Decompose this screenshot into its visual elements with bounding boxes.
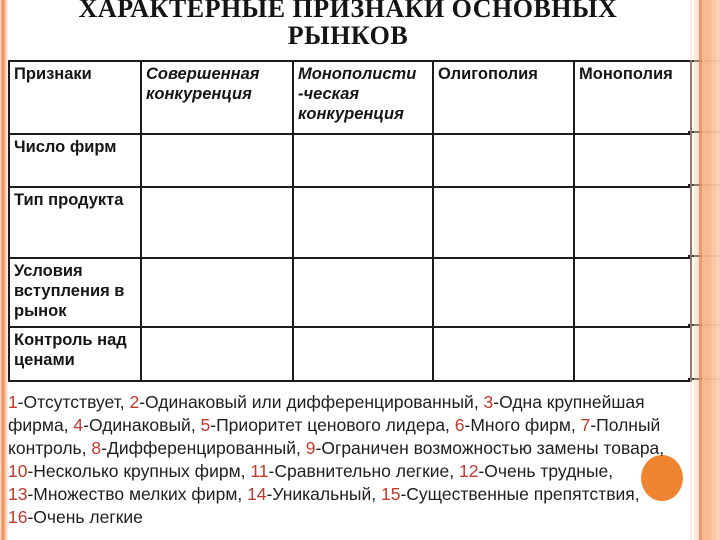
table-row: Число фирм — [8, 133, 692, 188]
table-header-row: Признаки Совершенная конкуренция Монополис… — [8, 60, 692, 135]
column-header-cell: Монополисти -ческая конкуренция — [292, 60, 434, 135]
legend-text-segment: -Множество мелких фирм, — [27, 484, 248, 504]
legend-number: 8 — [91, 438, 102, 458]
empty-data-cell — [140, 186, 294, 259]
legend-text-segment: -Приоритет ценового лидера, — [210, 415, 455, 435]
row-label-cell: Контроль над ценами — [8, 326, 142, 382]
legend-number: 2 — [129, 392, 140, 412]
legend-text-block: 1-Отсутствует, 2-Одинаковый или дифферен… — [8, 391, 664, 529]
legend-text-segment: -Дифференцированный, — [101, 438, 306, 458]
legend-text-segment: контроль, — [8, 438, 92, 458]
legend-text-segment: -Очень трудные, — [478, 461, 614, 481]
column-header-cell: Признаки — [8, 60, 142, 135]
row-label-cell: Тип продукта — [8, 186, 142, 259]
empty-data-cell — [292, 326, 434, 382]
empty-data-cell — [140, 257, 294, 328]
title-line-2: РЫНКОВ — [287, 21, 409, 50]
column-header-cell: Совершенная конкуренция — [140, 60, 294, 135]
legend-number: 7 — [580, 415, 591, 435]
legend-text-segment: -Одинаковый или дифференцированный, — [139, 392, 484, 412]
legend-number: 9 — [305, 438, 316, 458]
empty-data-cell — [292, 257, 434, 328]
left-stripe-band — [0, 0, 8, 540]
legend-text-segment: -Уникальный, — [266, 484, 381, 504]
column-header-cell: Олигополия — [432, 60, 575, 135]
slide-title: ХАРАКТЕРНЫЕ ПРИЗНАКИ ОСНОВНЫХ РЫНКОВ — [8, 0, 688, 49]
legend-text-segment: -Полный — [590, 415, 661, 435]
legend-number: 11 — [250, 461, 269, 481]
legend-text-segment: -Существенные препятствия, — [400, 484, 640, 504]
column-header-cell: Монополия — [573, 60, 692, 135]
legend-text-segment: -Ограничен возможностью замены товара, — [315, 438, 665, 458]
legend-number: 5 — [200, 415, 211, 435]
legend-number: 12 — [458, 461, 479, 481]
table-row: Условия вступления в рынок — [8, 257, 692, 328]
legend-text-segment: -Несколько крупных фирм, — [27, 461, 251, 481]
legend-line: 1-Отсутствует, 2-Одинаковый или дифферен… — [8, 391, 664, 414]
markets-table: Признаки Совершенная конкуренция Монополис… — [8, 60, 692, 382]
legend-number: 1 — [8, 392, 18, 412]
table-row: Контроль над ценами — [8, 326, 692, 382]
legend-line: 16-Очень легкие — [8, 506, 664, 529]
empty-data-cell — [573, 257, 692, 328]
legend-line: фирма, 4-Одинаковый, 5-Приоритет ценовог… — [8, 414, 664, 437]
legend-text-segment: -Отсутствует, — [17, 392, 130, 412]
orange-circle-decoration — [641, 455, 683, 501]
legend-number: 13 — [8, 484, 28, 504]
legend-number: 6 — [454, 415, 465, 435]
row-label-cell: Число фирм — [8, 133, 142, 188]
empty-data-cell — [573, 133, 692, 188]
legend-text-segment: -Одна крупнейшая — [493, 392, 645, 412]
right-stripe-band — [690, 0, 720, 540]
legend-line: 13-Множество мелких фирм, 14-Уникальный,… — [8, 483, 664, 506]
legend-number: 3 — [483, 392, 494, 412]
empty-data-cell — [432, 186, 575, 259]
title-line-1: ХАРАКТЕРНЫЕ ПРИЗНАКИ ОСНОВНЫХ — [78, 0, 618, 23]
legend-text-segment: -Сравнительно легкие, — [268, 461, 459, 481]
empty-data-cell — [573, 326, 692, 382]
legend-line: контроль, 8-Дифференцированный, 9-Ограни… — [8, 437, 664, 460]
empty-data-cell — [432, 133, 575, 188]
empty-data-cell — [140, 133, 294, 188]
legend-number: 16 — [8, 507, 28, 527]
legend-text-segment: -Одинаковый, — [83, 415, 201, 435]
legend-number: 10 — [8, 461, 28, 481]
legend-number: 14 — [247, 484, 267, 504]
legend-text-segment: фирма, — [8, 415, 74, 435]
legend-text-segment: -Очень легкие — [27, 507, 143, 527]
empty-data-cell — [292, 133, 434, 188]
row-label-cell: Условия вступления в рынок — [8, 257, 142, 328]
legend-number: 15 — [381, 484, 401, 504]
table-row: Тип продукта — [8, 186, 692, 259]
empty-data-cell — [432, 326, 575, 382]
legend-text-segment: -Много фирм, — [464, 415, 581, 435]
empty-data-cell — [432, 257, 575, 328]
legend-line: 10-Несколько крупных фирм, 11-Сравнитель… — [8, 460, 664, 483]
empty-data-cell — [292, 186, 434, 259]
empty-data-cell — [573, 186, 692, 259]
empty-data-cell — [140, 326, 294, 382]
legend-number: 4 — [73, 415, 84, 435]
